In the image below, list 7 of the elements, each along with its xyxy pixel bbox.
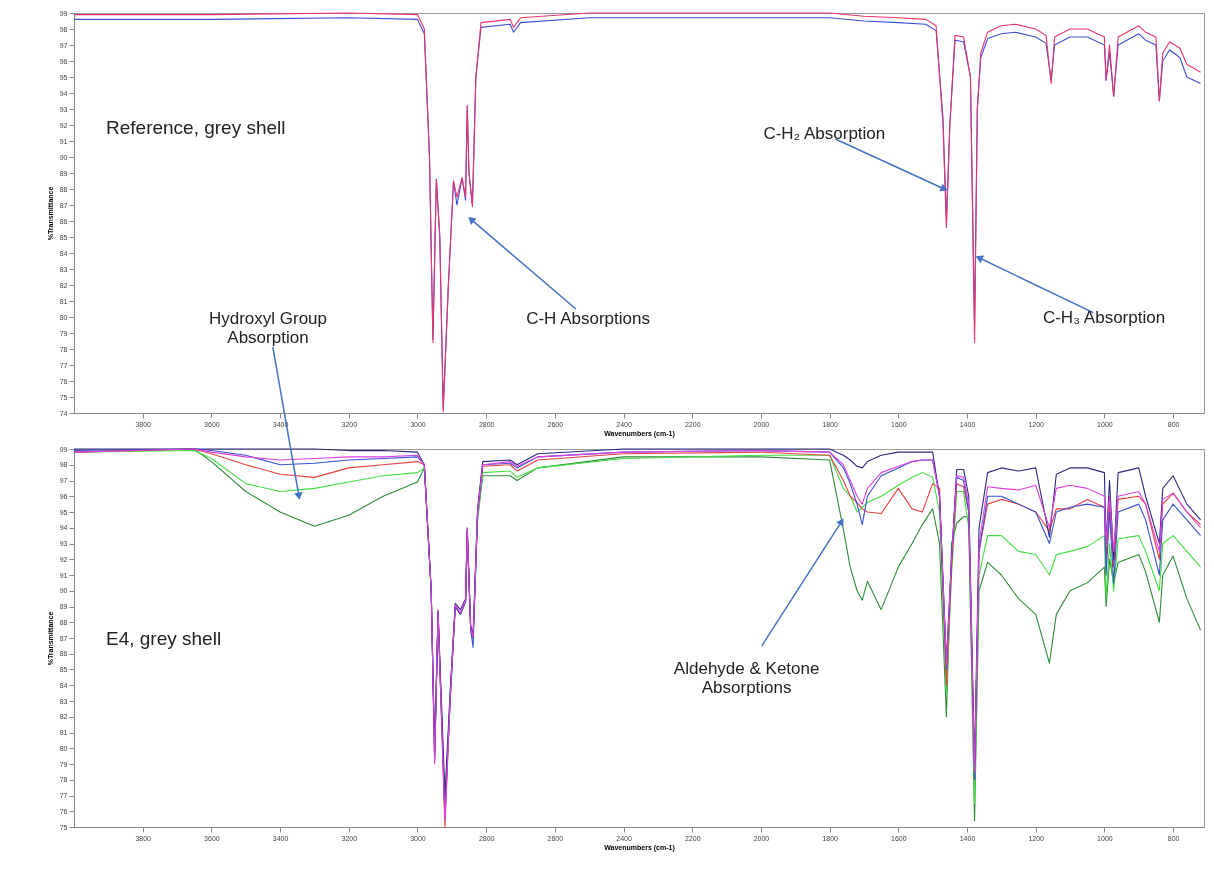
text: E4, grey shell [106, 628, 222, 649]
annotation: Hydroxyl Group Absorption [208, 309, 328, 348]
annotation: C-H Absorptions [526, 309, 650, 329]
annotation: C-H₂ Absorption [763, 124, 886, 143]
text: Reference, grey shell [106, 117, 286, 138]
annotation: C-H₃ Absorption [1042, 307, 1166, 327]
annotation: Aldehyde & Ketone Absorptions [673, 659, 820, 698]
